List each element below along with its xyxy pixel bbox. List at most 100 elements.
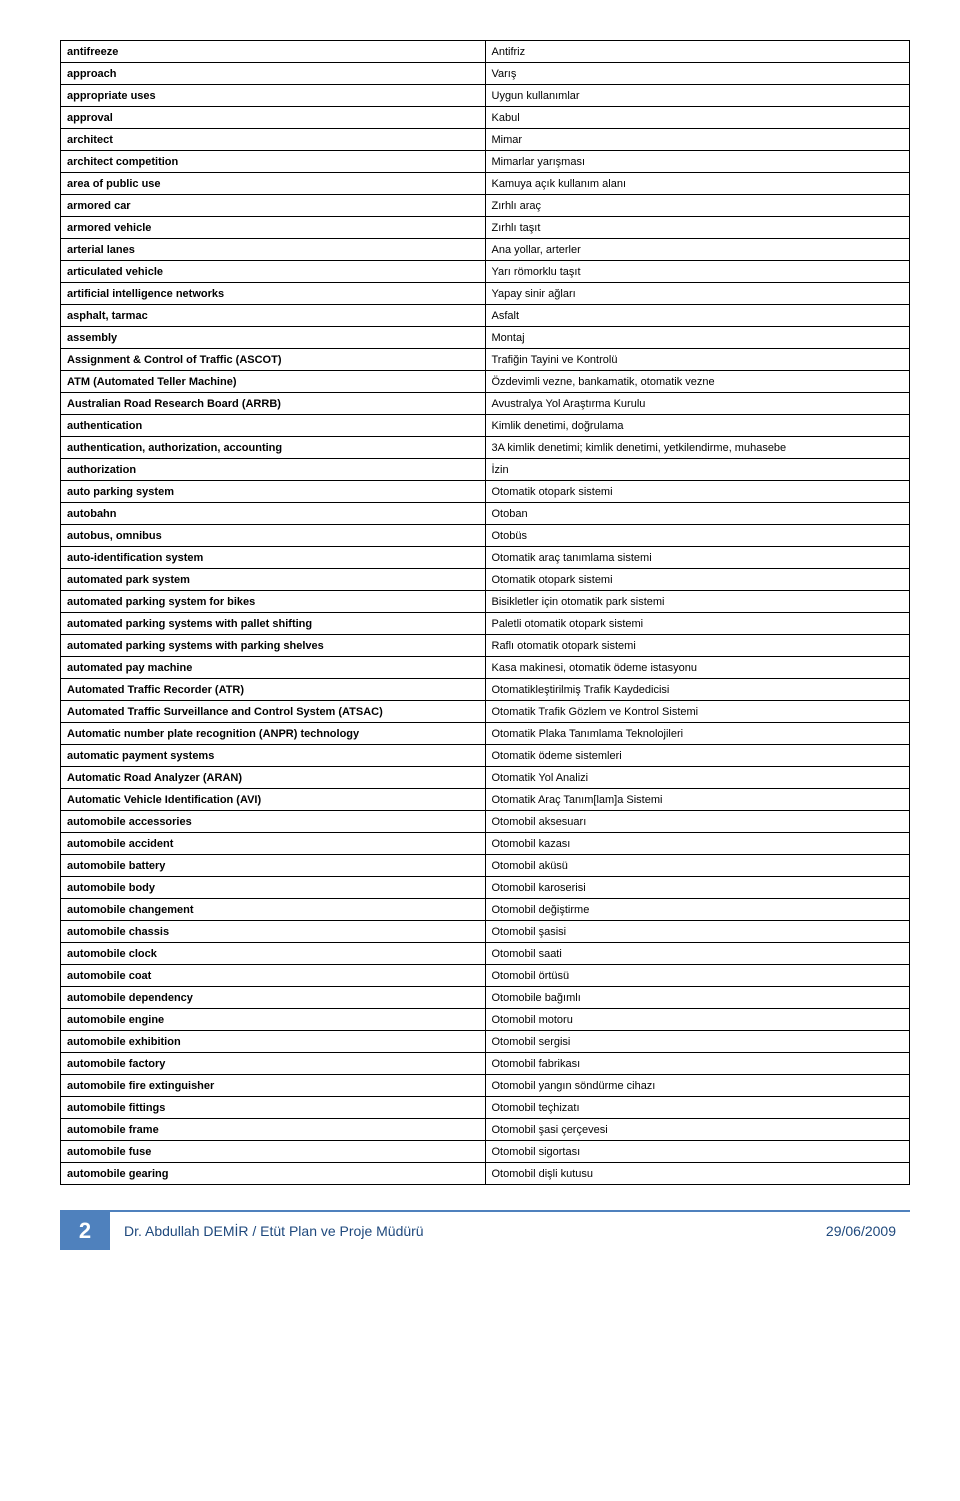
term-english: authentication, authorization, accountin…	[61, 437, 486, 459]
term-turkish: Otoban	[485, 503, 910, 525]
term-turkish: Bisikletler için otomatik park sistemi	[485, 591, 910, 613]
table-row: Automated Traffic Recorder (ATR)Otomatik…	[61, 679, 910, 701]
table-row: automobile factoryOtomobil fabrikası	[61, 1053, 910, 1075]
term-english: automobile clock	[61, 943, 486, 965]
term-turkish: Zırhlı taşıt	[485, 217, 910, 239]
table-row: ATM (Automated Teller Machine)Özdevimli …	[61, 371, 910, 393]
term-english: automobile fire extinguisher	[61, 1075, 486, 1097]
term-english: automobile exhibition	[61, 1031, 486, 1053]
table-row: authorizationİzin	[61, 459, 910, 481]
term-english: articulated vehicle	[61, 261, 486, 283]
term-english: automobile gearing	[61, 1163, 486, 1185]
term-english: Automated Traffic Recorder (ATR)	[61, 679, 486, 701]
term-english: approach	[61, 63, 486, 85]
term-english: appropriate uses	[61, 85, 486, 107]
table-row: Assignment & Control of Traffic (ASCOT)T…	[61, 349, 910, 371]
term-turkish: Otomobil teçhizatı	[485, 1097, 910, 1119]
term-english: Australian Road Research Board (ARRB)	[61, 393, 486, 415]
term-english: Automatic number plate recognition (ANPR…	[61, 723, 486, 745]
table-row: armored carZırhlı araç	[61, 195, 910, 217]
term-english: arterial lanes	[61, 239, 486, 261]
table-row: automated pay machineKasa makinesi, otom…	[61, 657, 910, 679]
term-english: Automatic Vehicle Identification (AVI)	[61, 789, 486, 811]
term-turkish: Otomobil aksesuarı	[485, 811, 910, 833]
term-turkish: Otomobil şasisi	[485, 921, 910, 943]
term-english: auto-identification system	[61, 547, 486, 569]
term-english: automobile fittings	[61, 1097, 486, 1119]
term-english: automobile dependency	[61, 987, 486, 1009]
term-turkish: Antifriz	[485, 41, 910, 63]
term-english: Automatic Road Analyzer (ARAN)	[61, 767, 486, 789]
table-row: automobile bodyOtomobil karoserisi	[61, 877, 910, 899]
term-turkish: Kamuya açık kullanım alanı	[485, 173, 910, 195]
term-turkish: Otomatikleştirilmiş Trafik Kaydedicisi	[485, 679, 910, 701]
term-turkish: Otomatik Araç Tanım[lam]a Sistemi	[485, 789, 910, 811]
term-turkish: Uygun kullanımlar	[485, 85, 910, 107]
term-turkish: Otomatik araç tanımlama sistemi	[485, 547, 910, 569]
table-row: automobile frameOtomobil şasi çerçevesi	[61, 1119, 910, 1141]
term-english: Assignment & Control of Traffic (ASCOT)	[61, 349, 486, 371]
table-row: automobile exhibitionOtomobil sergisi	[61, 1031, 910, 1053]
table-row: approvalKabul	[61, 107, 910, 129]
term-turkish: Özdevimli vezne, bankamatik, otomatik ve…	[485, 371, 910, 393]
term-turkish: Yapay sinir ağları	[485, 283, 910, 305]
term-english: authorization	[61, 459, 486, 481]
table-row: automobile batteryOtomobil aküsü	[61, 855, 910, 877]
term-turkish: Raflı otomatik otopark sistemi	[485, 635, 910, 657]
term-turkish: Otomobile bağımlı	[485, 987, 910, 1009]
term-english: approval	[61, 107, 486, 129]
term-turkish: Otomobil yangın söndürme cihazı	[485, 1075, 910, 1097]
table-row: artificial intelligence networksYapay si…	[61, 283, 910, 305]
term-turkish: Otomatik ödeme sistemleri	[485, 745, 910, 767]
table-row: autobahnOtoban	[61, 503, 910, 525]
term-turkish: Otomatik Yol Analizi	[485, 767, 910, 789]
table-row: automobile fittingsOtomobil teçhizatı	[61, 1097, 910, 1119]
table-row: Australian Road Research Board (ARRB)Avu…	[61, 393, 910, 415]
term-english: automobile accident	[61, 833, 486, 855]
term-english: automobile engine	[61, 1009, 486, 1031]
table-row: architect competitionMimarlar yarışması	[61, 151, 910, 173]
table-row: Automatic Vehicle Identification (AVI)Ot…	[61, 789, 910, 811]
term-turkish: Mimar	[485, 129, 910, 151]
term-english: automated parking systems with pallet sh…	[61, 613, 486, 635]
term-english: asphalt, tarmac	[61, 305, 486, 327]
term-turkish: Otomobil saati	[485, 943, 910, 965]
term-turkish: Paletli otomatik otopark sistemi	[485, 613, 910, 635]
term-english: automated park system	[61, 569, 486, 591]
term-english: automobile accessories	[61, 811, 486, 833]
term-english: automobile factory	[61, 1053, 486, 1075]
table-row: automobile engineOtomobil motoru	[61, 1009, 910, 1031]
table-row: Automatic number plate recognition (ANPR…	[61, 723, 910, 745]
table-row: architectMimar	[61, 129, 910, 151]
term-english: automated parking systems with parking s…	[61, 635, 486, 657]
term-turkish: Otomobil değiştirme	[485, 899, 910, 921]
term-english: area of public use	[61, 173, 486, 195]
term-turkish: Varış	[485, 63, 910, 85]
table-row: automated parking system for bikesBisikl…	[61, 591, 910, 613]
table-row: automobile changementOtomobil değiştirme	[61, 899, 910, 921]
table-row: asphalt, tarmacAsfalt	[61, 305, 910, 327]
term-turkish: 3A kimlik denetimi; kimlik denetimi, yet…	[485, 437, 910, 459]
term-english: automobile chassis	[61, 921, 486, 943]
term-english: ATM (Automated Teller Machine)	[61, 371, 486, 393]
term-turkish: Mimarlar yarışması	[485, 151, 910, 173]
term-english: autobus, omnibus	[61, 525, 486, 547]
table-row: automated parking systems with pallet sh…	[61, 613, 910, 635]
term-english: Automated Traffic Surveillance and Contr…	[61, 701, 486, 723]
table-row: autobus, omnibusOtobüs	[61, 525, 910, 547]
term-turkish: Otobüs	[485, 525, 910, 547]
term-english: automobile body	[61, 877, 486, 899]
table-row: appropriate usesUygun kullanımlar	[61, 85, 910, 107]
term-turkish: Otomatik otopark sistemi	[485, 569, 910, 591]
table-row: automobile dependencyOtomobile bağımlı	[61, 987, 910, 1009]
term-turkish: Kasa makinesi, otomatik ödeme istasyonu	[485, 657, 910, 679]
term-english: armored car	[61, 195, 486, 217]
term-turkish: Avustralya Yol Araştırma Kurulu	[485, 393, 910, 415]
term-english: architect competition	[61, 151, 486, 173]
term-english: autobahn	[61, 503, 486, 525]
term-turkish: Otomobil sergisi	[485, 1031, 910, 1053]
term-english: auto parking system	[61, 481, 486, 503]
table-row: Automated Traffic Surveillance and Contr…	[61, 701, 910, 723]
page-container: antifreezeAntifrizapproachVarışappropria…	[0, 0, 960, 1270]
table-row: authenticationKimlik denetimi, doğrulama	[61, 415, 910, 437]
